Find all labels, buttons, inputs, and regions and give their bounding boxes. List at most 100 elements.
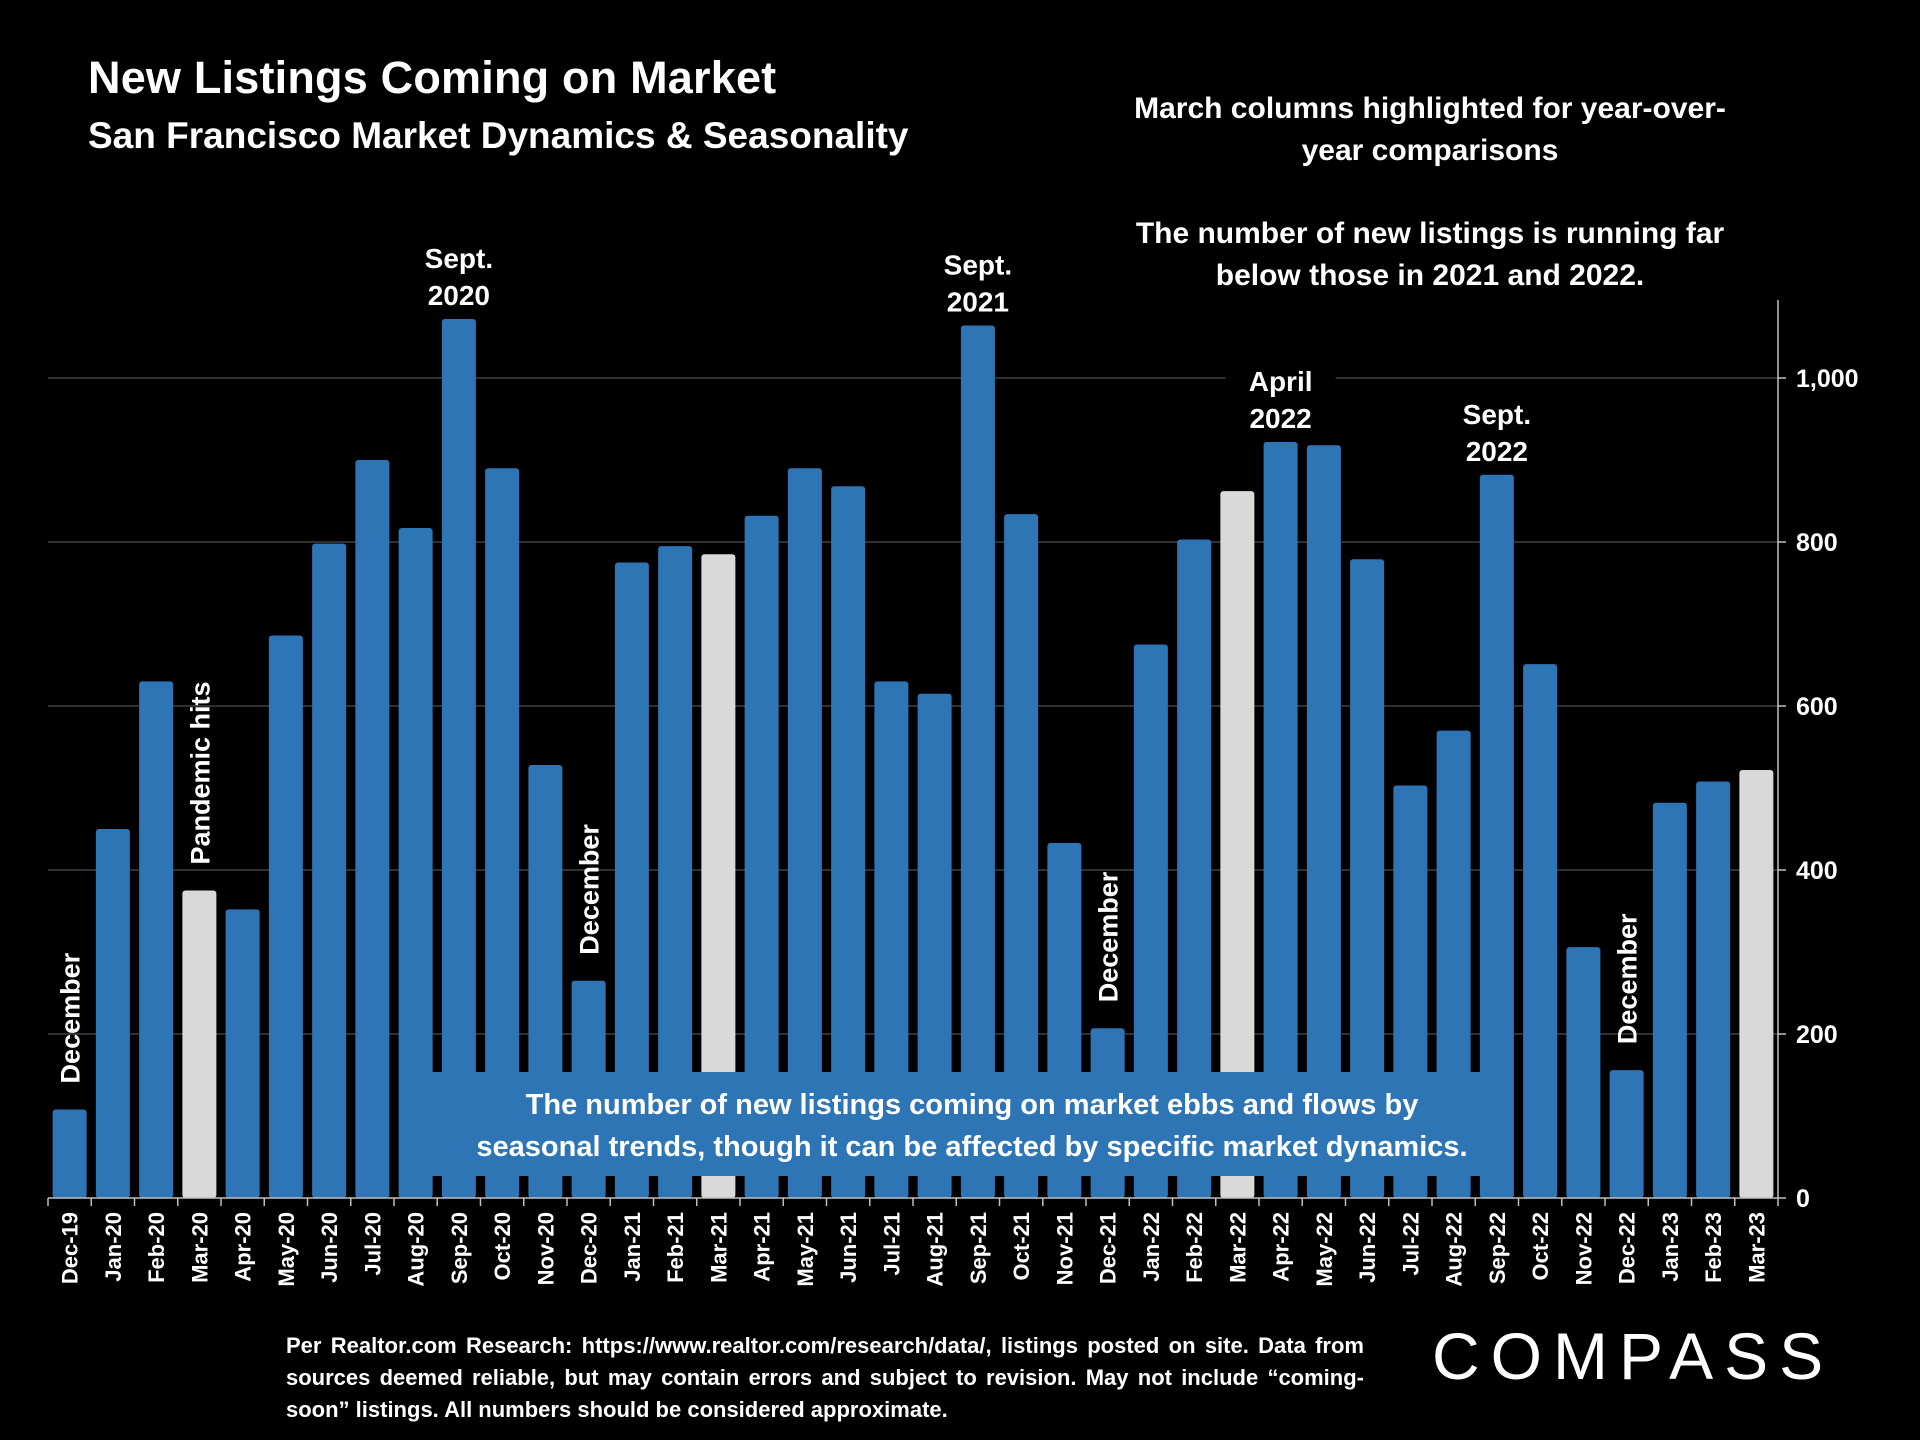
x-tick-label: May-22 (1312, 1212, 1337, 1287)
x-tick-label: Sep-20 (447, 1212, 472, 1284)
bar-apr-20 (225, 909, 260, 1198)
bar-sep-20 (441, 318, 476, 1199)
bar-aug-21 (917, 693, 952, 1198)
x-tick-label: May-21 (793, 1212, 818, 1287)
bar-dec-22 (1609, 1070, 1644, 1198)
bar-apr-22 (1263, 441, 1298, 1199)
x-tick-label: Nov-22 (1571, 1212, 1596, 1285)
new-listings-chart: 0 200 400 600 800 1,000 Dec-19 Jan-20 Feb-20 Mar-… (47, 233, 1859, 1287)
x-tick-label: Nov-21 (1052, 1212, 1077, 1285)
x-tick-label: Aug-20 (404, 1212, 429, 1287)
bar-jan-22 (1133, 644, 1168, 1198)
bar-jan-21 (614, 562, 649, 1198)
x-tick-label: Dec-21 (1096, 1212, 1121, 1284)
x-tick-label: Mar-23 (1744, 1212, 1769, 1283)
x-tick-label: Sep-21 (966, 1212, 991, 1284)
bar-may-20 (268, 635, 303, 1198)
bar-jul-20 (355, 460, 390, 1198)
x-tick-label: Jun-22 (1355, 1212, 1380, 1283)
bar-jun-21 (831, 486, 866, 1198)
x-tick-label: Feb-22 (1182, 1212, 1207, 1283)
x-tick-label: Apr-22 (1269, 1212, 1294, 1282)
bar-aug-20 (398, 528, 433, 1198)
bar-may-22 (1306, 445, 1341, 1198)
x-tick-label: Dec-22 (1615, 1212, 1640, 1284)
bar-jun-22 (1350, 559, 1385, 1198)
bar-sep-22 (1479, 474, 1514, 1198)
bar-feb-23 (1696, 781, 1731, 1198)
y-tick-label: 600 (1796, 693, 1838, 721)
page-subtitle: San Francisco Market Dynamics & Seasonal… (88, 115, 909, 156)
x-tick-label: Jan-23 (1658, 1212, 1683, 1282)
bar-mar-21 (701, 554, 736, 1198)
bar-jul-21 (874, 681, 909, 1198)
y-tick-label: 0 (1796, 1185, 1810, 1213)
x-tick-label: Jan-22 (1139, 1212, 1164, 1282)
bar-oct-21 (1004, 514, 1039, 1198)
x-tick-label: Nov-20 (533, 1212, 558, 1285)
y-tick-label: 800 (1796, 529, 1838, 557)
x-tick-label: Jan-20 (101, 1212, 126, 1282)
compass-logo-text: COMPASS (1432, 1319, 1835, 1393)
x-tick-label: Feb-20 (144, 1212, 169, 1283)
annotation-label: December (1613, 913, 1643, 1044)
bar-apr-21 (744, 515, 779, 1198)
x-tick-label: Jun-21 (836, 1212, 861, 1283)
annotation-label: 2022 (1466, 436, 1528, 467)
x-tick-label: Sep-22 (1485, 1212, 1510, 1284)
x-tick-label: Jan-21 (620, 1212, 645, 1282)
x-tick-label: May-20 (274, 1212, 299, 1287)
bar-jan-20 (95, 829, 130, 1198)
bar-mar-22 (1220, 491, 1255, 1198)
x-tick-label: Oct-21 (1009, 1212, 1034, 1280)
callout-text: The number of new listings coming on mar… (526, 1089, 1419, 1121)
x-tick-label: Aug-21 (923, 1212, 948, 1287)
note-running-below: The number of new listings is running fa… (1135, 217, 1725, 292)
bar-may-21 (787, 468, 822, 1198)
annotation-label: Sept. (1463, 399, 1531, 430)
annotation-label: December (575, 824, 605, 955)
y-tick-label: 200 (1796, 1021, 1838, 1049)
callout-text: seasonal trends, though it can be affect… (476, 1131, 1467, 1163)
bar-nov-22 (1566, 947, 1601, 1198)
annotation-label: 2020 (428, 280, 490, 311)
x-tick-label: Oct-22 (1528, 1212, 1553, 1280)
annotation-backdrop (922, 240, 1033, 323)
annotation-label: Sept. (425, 243, 493, 274)
x-tick-label: Dec-20 (577, 1212, 602, 1284)
x-tick-label: Feb-21 (663, 1212, 688, 1283)
x-tick-label: Aug-22 (1442, 1212, 1467, 1287)
bar-dec-19 (52, 1109, 87, 1198)
annotation-label: 2022 (1249, 403, 1311, 434)
bar-mar-23 (1739, 769, 1774, 1198)
x-tick-label: Jul-20 (360, 1212, 385, 1276)
bar-feb-21 (658, 546, 693, 1198)
x-tick-label: Apr-21 (750, 1212, 775, 1282)
note-march-highlight: March columns highlighted for year-over-… (1134, 92, 1726, 167)
compass-logo: COMPASS (1432, 1318, 1834, 1394)
x-tick-label: Jul-22 (1398, 1212, 1423, 1276)
bar-feb-20 (139, 681, 174, 1198)
x-tick-label: Oct-20 (490, 1212, 515, 1280)
annotation-label: April (1249, 366, 1313, 397)
x-tick-label: Jun-20 (317, 1212, 342, 1283)
y-tick-label: 400 (1796, 857, 1838, 885)
x-tick-label: Feb-23 (1701, 1212, 1726, 1283)
annotation-label: December (1094, 871, 1124, 1002)
bar-jun-20 (312, 543, 347, 1198)
y-tick-label: 1,000 (1796, 365, 1859, 393)
annotation-label: Pandemic hits (185, 681, 215, 864)
page-title: New Listings Coming on Market (88, 52, 777, 103)
x-tick-label: Apr-20 (231, 1212, 256, 1282)
annotation-label: December (56, 952, 86, 1083)
annotation-backdrop (1225, 356, 1336, 439)
bar-feb-22 (1177, 539, 1212, 1198)
x-tick-label: Mar-21 (706, 1212, 731, 1283)
annotation-backdrop (403, 233, 514, 316)
annotation-label: 2021 (947, 287, 1009, 318)
x-tick-label: Dec-19 (58, 1212, 83, 1284)
bar-sep-21 (960, 325, 995, 1198)
bar-mar-20 (182, 890, 217, 1198)
bar-oct-22 (1523, 664, 1558, 1198)
bar-jan-23 (1652, 802, 1687, 1198)
